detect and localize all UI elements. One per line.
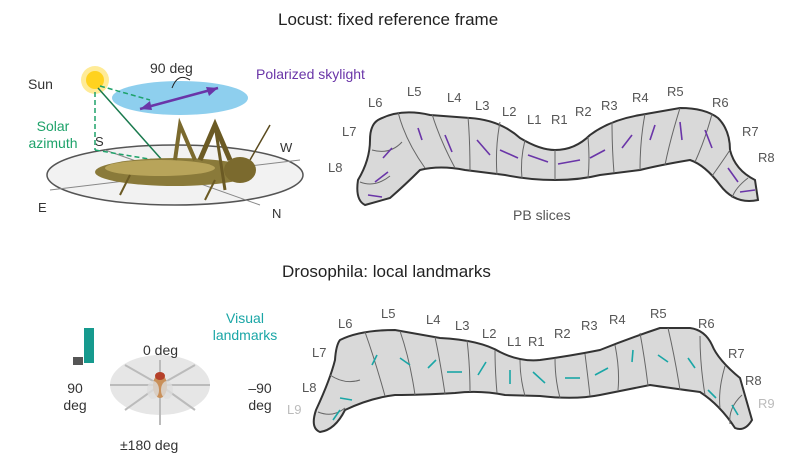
locust-label-l2: L2: [502, 104, 517, 119]
sun-label: Sun: [28, 76, 53, 92]
polarized-skylight-label: Polarized skylight: [256, 66, 365, 82]
dros-label-r9: R9: [758, 396, 775, 411]
locust-pb-bridge: [356, 106, 760, 207]
polarization-arrow: [139, 86, 219, 111]
deg-180-label: ±180 deg: [120, 437, 179, 453]
locust-label-l3: L3: [475, 98, 490, 113]
landmark-bar-icon: [84, 328, 94, 363]
deg-90-label: 90 deg: [63, 380, 87, 413]
dros-label-r4: R4: [609, 312, 626, 327]
locust-icon: [95, 117, 271, 201]
deg-0-label: 0 deg: [143, 342, 179, 358]
dros-label-l6: L6: [338, 316, 353, 331]
dros-label-l7: L7: [312, 345, 327, 360]
deg-minus90-label: –90 deg: [248, 380, 272, 413]
locust-label-l1: L1: [527, 112, 542, 127]
solar-azimuth-label: Solar azimuth: [28, 118, 78, 151]
sun-ray-dashed: [99, 85, 151, 101]
dros-label-r7: R7: [728, 346, 745, 361]
locust-label-r5: R5: [667, 84, 684, 99]
dros-label-l1: L1: [507, 334, 522, 349]
dros-label-r2: R2: [554, 326, 571, 341]
locust-label-r3: R3: [601, 98, 618, 113]
drosophila-pb-bridge: [312, 327, 754, 434]
pb-slices-label: PB slices: [513, 207, 571, 223]
dros-label-r3: R3: [581, 318, 598, 333]
locust-label-r7: R7: [742, 124, 759, 139]
locust-label-r4: R4: [632, 90, 649, 105]
dros-label-l8: L8: [302, 380, 317, 395]
angle-arc: [171, 76, 191, 89]
compass-s: S: [95, 134, 104, 149]
locust-pb-arrows: [367, 121, 756, 198]
locust-label-l7: L7: [342, 124, 357, 139]
drosophila-title: Drosophila: local landmarks: [282, 262, 491, 281]
landmark-shadow: [73, 357, 83, 365]
dros-label-r6: R6: [698, 316, 715, 331]
locust-title: Locust: fixed reference frame: [278, 10, 499, 29]
drosophila-pb-shape: [312, 327, 754, 434]
compass-w: W: [280, 140, 293, 155]
locust-label-r6: R6: [712, 95, 729, 110]
fly-icon: [147, 372, 173, 399]
locust-label-l5: L5: [407, 84, 422, 99]
polarization-arrowhead-left: [140, 101, 152, 110]
dros-label-r5: R5: [650, 306, 667, 321]
dros-label-l3: L3: [455, 318, 470, 333]
sun-icon: [86, 71, 104, 89]
compass-n: N: [272, 206, 282, 221]
sun-ray-solid: [97, 87, 163, 161]
compass-e: E: [38, 200, 47, 215]
dros-label-l9: L9: [287, 402, 302, 417]
dros-label-r1: R1: [528, 334, 545, 349]
dros-label-r8: R8: [745, 373, 762, 388]
locust-label-l4: L4: [447, 90, 462, 105]
visual-landmarks-label: Visual landmarks: [212, 310, 278, 343]
dros-label-l5: L5: [381, 306, 396, 321]
drosophila-pb-arrows: [332, 349, 739, 421]
locust-label-r8: R8: [758, 150, 775, 165]
polarization-arrowhead-right: [206, 87, 218, 96]
locust-label-l6: L6: [368, 95, 383, 110]
locust-label-l8: L8: [328, 160, 343, 175]
azimuth-ground-line: [94, 149, 156, 161]
angle-label: 90 deg: [150, 60, 193, 76]
dros-label-l2: L2: [482, 326, 497, 341]
locust-label-r1: R1: [551, 112, 568, 127]
dros-label-l4: L4: [426, 312, 441, 327]
locust-label-r2: R2: [575, 104, 592, 119]
